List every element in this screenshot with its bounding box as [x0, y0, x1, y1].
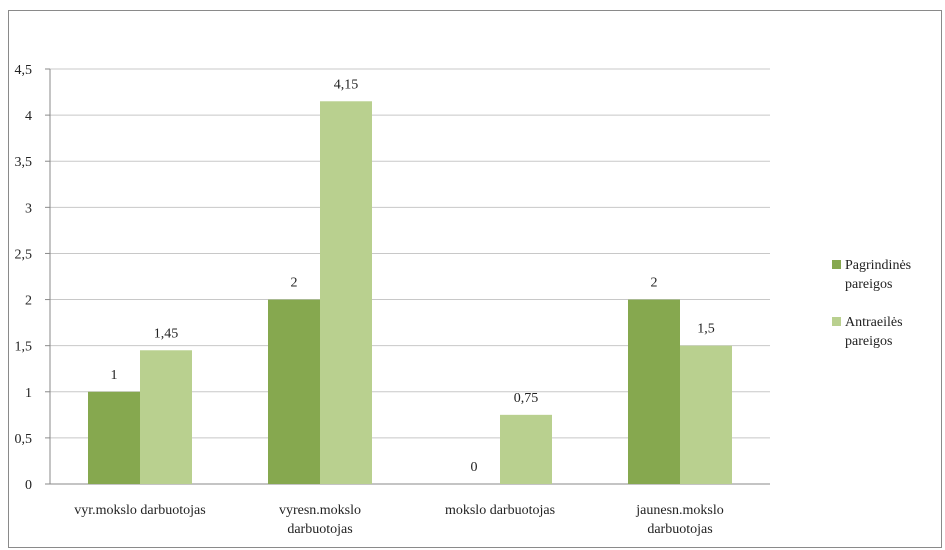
- bar-series-1: [88, 391, 140, 484]
- legend-label-line: Pagrindinės: [845, 258, 911, 273]
- legend-label-line: pareigos: [845, 334, 892, 349]
- x-category-label: vyr.mokslo darbuotojas: [74, 503, 205, 518]
- bar-series-2: [140, 350, 192, 484]
- bar-series-1: [628, 299, 680, 484]
- y-tick-label: 4,5: [15, 63, 33, 78]
- bar-series-2: [500, 414, 552, 484]
- bar-series-2: [320, 101, 372, 485]
- legend-label: Pagrindinės pareigos: [845, 258, 911, 292]
- y-tick-label: 1,5: [15, 340, 33, 355]
- y-tick-label: 2,5: [15, 247, 33, 262]
- x-category-label-line: mokslo darbuotojas: [445, 503, 555, 518]
- bars: [88, 101, 732, 485]
- y-tick-label: 4: [25, 109, 32, 124]
- data-label: 4,15: [334, 77, 359, 92]
- x-category-label: vyresn.mokslo darbuotojas: [279, 503, 361, 537]
- y-tick-label: 2: [25, 294, 32, 309]
- y-tick-label: 3,5: [15, 155, 33, 170]
- y-tick-label: 0,5: [15, 432, 33, 447]
- data-label: 2: [291, 276, 298, 291]
- x-category-label-line: vyr.mokslo darbuotojas: [74, 503, 205, 518]
- legend-label-line: pareigos: [845, 277, 892, 292]
- y-axis-ticks: 0 0,5 1 1,5 2 2,5 3 3,5 4 4,5: [15, 63, 50, 493]
- data-label: 1,5: [697, 322, 715, 337]
- data-label: 1,45: [154, 326, 179, 341]
- x-category-label-line: vyresn.mokslo: [279, 503, 361, 518]
- bar-series-1: [268, 299, 320, 484]
- legend-swatch: [832, 260, 841, 269]
- data-label: 0: [471, 460, 478, 475]
- data-label: 2: [651, 276, 658, 291]
- y-tick-label: 0: [25, 478, 32, 493]
- data-labels: 1 1,45 2 4,15 0 0,75 2 1,5: [111, 77, 715, 475]
- data-label: 0,75: [514, 391, 539, 406]
- x-axis-labels: vyr.mokslo darbuotojas vyresn.mokslo darbu…: [74, 503, 723, 537]
- data-label: 1: [111, 368, 118, 383]
- x-category-label: jaunesn.mokslo darbuotojas: [635, 503, 724, 537]
- bar-series-2: [680, 345, 732, 484]
- x-category-label-line: darbuotojas: [647, 522, 712, 537]
- x-category-label-line: jaunesn.mokslo: [635, 503, 724, 518]
- legend: Pagrindinės pareigos Antraeilės pareigos: [832, 258, 911, 349]
- legend-label-line: Antraeilės: [845, 315, 903, 330]
- x-category-label: mokslo darbuotojas: [445, 503, 555, 518]
- y-tick-label: 3: [25, 201, 32, 216]
- legend-swatch: [832, 317, 841, 326]
- x-category-label-line: darbuotojas: [287, 522, 352, 537]
- y-tick-label: 1: [25, 386, 32, 401]
- legend-label: Antraeilės pareigos: [845, 315, 903, 349]
